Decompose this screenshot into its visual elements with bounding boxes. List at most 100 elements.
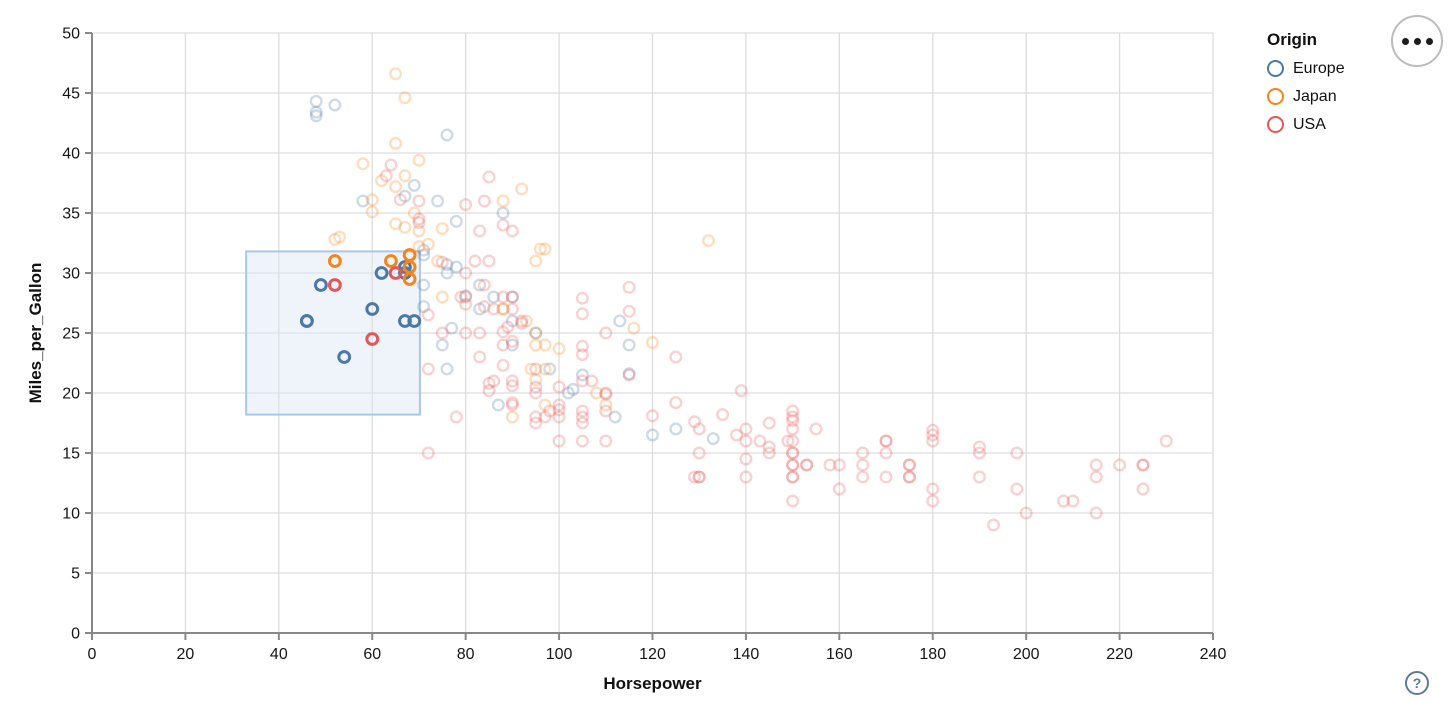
y-tick-label: 5 bbox=[71, 566, 80, 583]
y-tick-label: 25 bbox=[62, 326, 80, 343]
y-tick-label: 50 bbox=[62, 26, 80, 43]
data-point-usa bbox=[800, 458, 814, 472]
data-point-japan bbox=[431, 254, 445, 268]
data-point-usa bbox=[505, 396, 519, 410]
data-point-usa bbox=[622, 368, 636, 382]
data-point-usa bbox=[716, 408, 730, 422]
menu-button[interactable] bbox=[1391, 15, 1443, 67]
data-point-europe bbox=[440, 128, 454, 142]
data-point-usa bbox=[972, 470, 986, 484]
data-point-usa bbox=[421, 362, 435, 376]
data-point-usa bbox=[575, 307, 589, 321]
data-point-usa bbox=[412, 194, 426, 208]
legend-label: Japan bbox=[1293, 87, 1337, 105]
data-point-europe bbox=[505, 314, 519, 328]
data-point-usa bbox=[585, 374, 599, 388]
data-point-usa bbox=[879, 446, 893, 460]
data-point-japan bbox=[515, 182, 529, 196]
x-tick-label: 80 bbox=[457, 646, 475, 663]
data-point-usa bbox=[529, 416, 543, 430]
data-point-usa bbox=[1010, 482, 1024, 496]
data-point-usa bbox=[454, 290, 468, 304]
brush-selection[interactable] bbox=[245, 250, 421, 416]
data-point-europe bbox=[473, 278, 487, 292]
ellipsis-icon bbox=[1413, 37, 1421, 45]
data-point-usa bbox=[505, 290, 519, 304]
data-point-europe bbox=[496, 206, 510, 220]
data-point-usa bbox=[459, 290, 473, 304]
data-point-usa bbox=[739, 434, 753, 448]
legend-item-usa[interactable]: USA bbox=[1267, 116, 1417, 133]
data-point-europe bbox=[566, 382, 580, 396]
data-point-usa bbox=[786, 494, 800, 508]
x-tick-label: 20 bbox=[177, 646, 195, 663]
data-point-usa bbox=[688, 415, 702, 429]
data-point-usa bbox=[477, 300, 491, 314]
data-point-usa bbox=[505, 398, 519, 412]
data-point-usa bbox=[739, 452, 753, 466]
data-point-europe bbox=[575, 368, 589, 382]
europe-swatch-icon bbox=[1267, 60, 1284, 77]
help-button[interactable]: ? bbox=[1405, 671, 1429, 695]
data-point-usa bbox=[730, 428, 744, 442]
x-tick-label: 220 bbox=[1106, 646, 1133, 663]
data-point-usa bbox=[435, 255, 449, 269]
data-point-usa bbox=[575, 339, 589, 353]
data-point-usa bbox=[552, 410, 566, 424]
data-point-usa bbox=[786, 434, 800, 448]
data-point-usa bbox=[753, 434, 767, 448]
data-point-usa bbox=[482, 254, 496, 268]
data-point-usa bbox=[902, 458, 916, 472]
data-point-europe bbox=[417, 300, 431, 314]
data-point-usa bbox=[575, 291, 589, 305]
usa-swatch-icon bbox=[1267, 116, 1284, 133]
data-point-europe bbox=[417, 278, 431, 292]
data-point-usa bbox=[1136, 458, 1150, 472]
data-point-usa bbox=[552, 398, 566, 412]
data-point-japan bbox=[552, 342, 566, 356]
data-point-usa bbox=[468, 254, 482, 268]
data-point-japan bbox=[356, 157, 370, 171]
data-point-usa bbox=[646, 409, 660, 423]
data-point-usa bbox=[786, 470, 800, 484]
legend-title: Origin bbox=[1267, 30, 1318, 49]
y-tick-label: 40 bbox=[62, 146, 80, 163]
data-point-europe bbox=[309, 109, 323, 123]
data-point-usa bbox=[505, 302, 519, 316]
y-tick-label: 35 bbox=[62, 206, 80, 223]
data-point-europe bbox=[505, 290, 519, 304]
data-point-usa bbox=[1089, 470, 1103, 484]
data-point-europe bbox=[491, 398, 505, 412]
x-tick-label: 40 bbox=[270, 646, 288, 663]
ellipsis-icon bbox=[1425, 37, 1433, 45]
data-point-japan bbox=[529, 338, 543, 352]
data-point-usa bbox=[599, 326, 613, 340]
data-point-usa bbox=[505, 334, 519, 348]
data-point-usa bbox=[1010, 446, 1024, 460]
data-point-usa bbox=[599, 387, 613, 401]
data-point-europe bbox=[561, 386, 575, 400]
data-point-usa bbox=[809, 422, 823, 436]
data-point-japan bbox=[496, 194, 510, 208]
data-point-usa bbox=[879, 434, 893, 448]
data-point-usa bbox=[786, 414, 800, 428]
selected-point-europe bbox=[407, 314, 422, 328]
legend-item-europe[interactable]: Europe bbox=[1267, 60, 1417, 77]
data-point-europe bbox=[445, 321, 459, 335]
x-tick-label: 0 bbox=[88, 646, 97, 663]
data-point-japan bbox=[412, 153, 426, 167]
data-point-usa bbox=[543, 404, 557, 418]
data-point-usa bbox=[1159, 434, 1173, 448]
legend-label: Europe bbox=[1293, 59, 1345, 77]
data-point-usa bbox=[786, 446, 800, 460]
data-point-usa bbox=[622, 304, 636, 318]
data-point-usa bbox=[459, 297, 473, 311]
data-point-japan bbox=[627, 321, 641, 335]
y-tick-label: 45 bbox=[62, 86, 80, 103]
data-point-japan bbox=[538, 242, 552, 256]
y-tick-label: 15 bbox=[62, 446, 80, 463]
legend-item-japan[interactable]: Japan bbox=[1267, 88, 1417, 105]
data-point-japan bbox=[538, 338, 552, 352]
